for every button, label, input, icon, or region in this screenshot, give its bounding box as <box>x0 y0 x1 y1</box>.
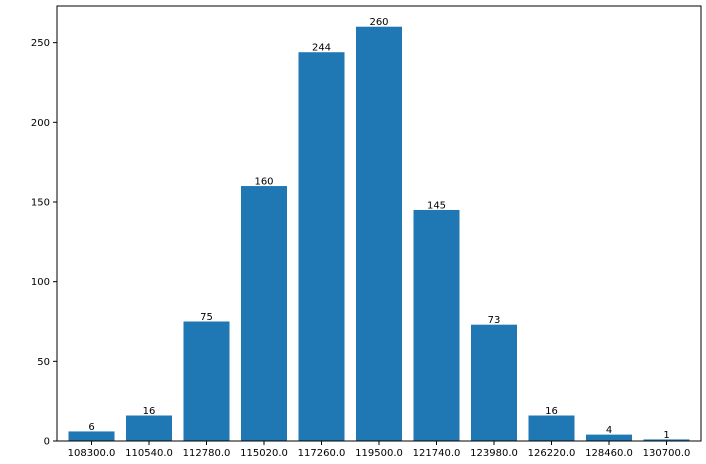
x-tick-label: 112780.0 <box>183 448 231 459</box>
bar <box>586 434 632 441</box>
bar <box>68 431 115 441</box>
data-label: 75 <box>200 312 213 323</box>
y-tick-label: 150 <box>31 197 50 208</box>
data-label: 6 <box>88 422 94 433</box>
data-label: 160 <box>254 177 273 188</box>
y-axis: 0 50 100 150 200 250 <box>31 38 57 448</box>
data-label: 4 <box>606 425 612 436</box>
y-tick-label: 50 <box>37 357 50 368</box>
x-tick-label: 117260.0 <box>298 448 346 459</box>
x-tick-label: 115020.0 <box>240 448 288 459</box>
bars-group <box>68 26 690 442</box>
x-tick-label: 128460.0 <box>585 448 633 459</box>
x-tick-label: 130700.0 <box>643 448 691 459</box>
x-tick-label: 108300.0 <box>68 448 116 459</box>
data-labels-group: 6 16 75 160 244 260 145 73 16 4 1 <box>88 17 669 441</box>
data-label: 145 <box>427 200 446 211</box>
x-tick-label: 121740.0 <box>413 448 461 459</box>
x-tick-label: 126220.0 <box>528 448 576 459</box>
bar <box>413 209 460 441</box>
x-tick-label: 123980.0 <box>470 448 518 459</box>
bar <box>528 415 575 441</box>
data-label: 244 <box>312 43 331 54</box>
data-label: 1 <box>663 430 669 441</box>
x-tick-label: 110540.0 <box>125 448 173 459</box>
data-label: 16 <box>143 406 156 417</box>
bar <box>298 52 345 442</box>
y-tick-label: 200 <box>31 118 50 129</box>
plot-frame <box>56 5 702 442</box>
y-tick-label: 250 <box>31 38 50 49</box>
bar <box>356 26 402 442</box>
y-tick-label: 0 <box>44 437 50 448</box>
x-tick-label: 119500.0 <box>355 448 403 459</box>
bar <box>643 439 690 441</box>
bar <box>183 321 230 441</box>
data-label: 73 <box>488 315 501 326</box>
x-axis: 108300.0 110540.0 112780.0 115020.0 117260.0… <box>68 441 691 459</box>
bar <box>471 324 517 441</box>
y-tick-label: 100 <box>31 277 50 288</box>
data-label: 260 <box>369 17 388 28</box>
bar <box>126 415 172 441</box>
data-label: 16 <box>545 406 558 417</box>
bar <box>241 186 287 441</box>
